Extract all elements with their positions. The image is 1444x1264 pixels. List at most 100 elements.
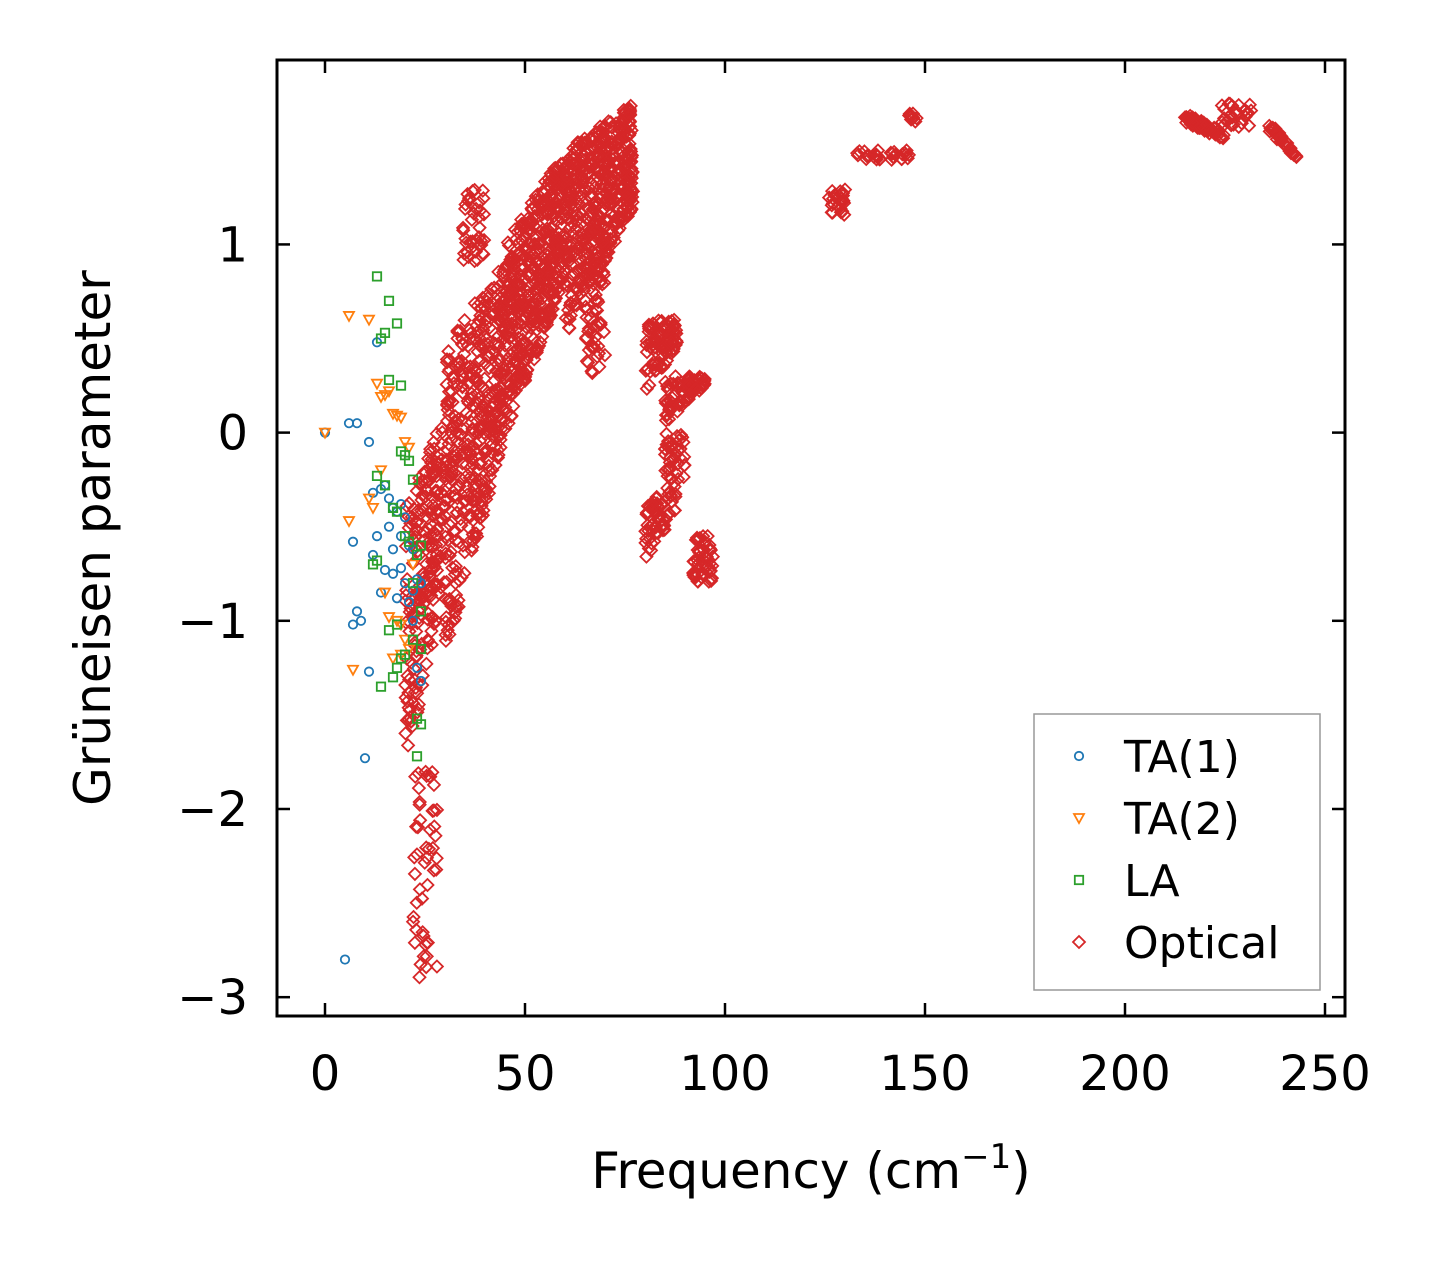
data-point-ta2 <box>362 493 376 506</box>
data-point-optical <box>619 205 634 221</box>
data-point-optical <box>690 552 705 568</box>
data-point-optical <box>448 575 463 591</box>
data-point-optical <box>415 487 430 503</box>
data-point-la <box>407 578 419 589</box>
data-point-la <box>383 625 395 636</box>
data-point-optical <box>530 266 545 282</box>
data-point-optical <box>446 449 461 464</box>
data-point-optical <box>490 450 506 465</box>
data-point-optical <box>478 481 494 496</box>
data-point-optical <box>568 142 584 158</box>
data-point-optical <box>596 221 612 236</box>
data-point-optical <box>472 220 487 235</box>
data-point-optical <box>1279 135 1295 151</box>
data-point-optical <box>478 444 493 460</box>
data-point-optical <box>499 284 515 299</box>
data-point-optical <box>535 290 551 306</box>
data-point-optical <box>579 302 594 317</box>
data-point-optical <box>426 616 442 632</box>
data-point-optical <box>604 225 620 240</box>
data-point-optical <box>676 458 692 473</box>
data-point-optical <box>541 302 557 317</box>
data-point-optical <box>577 131 592 146</box>
data-point-optical <box>478 473 494 489</box>
data-point-optical <box>1181 112 1196 127</box>
data-point-ta1 <box>383 521 395 532</box>
data-point-optical <box>593 315 608 331</box>
data-point-ta2 <box>318 427 332 440</box>
data-point-optical <box>398 726 413 741</box>
plot-area-marks <box>318 96 1304 985</box>
data-point-optical <box>541 230 557 246</box>
data-point-optical <box>442 627 457 642</box>
data-point-optical <box>561 211 577 227</box>
data-point-ta1 <box>363 666 375 677</box>
data-point-optical <box>658 395 674 411</box>
data-point-optical <box>909 110 924 126</box>
data-point-ta2 <box>374 465 388 478</box>
data-point-optical <box>696 566 712 582</box>
data-point-optical <box>427 819 442 834</box>
data-point-optical <box>670 471 686 487</box>
data-point-optical <box>412 586 427 601</box>
data-point-ta1 <box>347 536 359 547</box>
data-point-optical <box>644 495 659 511</box>
data-point-optical <box>540 286 555 301</box>
data-point-optical <box>439 479 455 494</box>
data-point-la <box>411 751 423 762</box>
data-point-optical <box>460 437 476 452</box>
data-point-optical <box>412 797 427 812</box>
data-point-optical <box>886 144 902 160</box>
data-point-optical <box>583 265 599 280</box>
data-point-ta2 <box>390 410 404 423</box>
data-point-optical <box>399 713 415 728</box>
y-tick-label: −3 <box>177 970 248 1026</box>
data-point-optical <box>516 273 531 289</box>
data-point-la <box>407 474 419 485</box>
data-point-la <box>395 380 407 391</box>
data-point-optical <box>1276 136 1291 152</box>
data-point-optical <box>703 542 719 558</box>
data-point-optical <box>510 224 525 240</box>
data-point-optical <box>598 142 613 158</box>
data-point-optical <box>425 490 441 506</box>
data-point-ta2 <box>386 653 400 666</box>
data-point-optical <box>574 167 589 183</box>
data-point-optical <box>612 181 627 196</box>
data-point-optical <box>424 539 439 554</box>
data-point-optical <box>467 182 482 198</box>
data-point-optical <box>658 463 673 478</box>
data-point-optical <box>587 329 603 345</box>
data-point-optical <box>661 506 676 521</box>
data-point-optical <box>1262 118 1277 134</box>
x-axis-label: Frequency (cm−1) <box>591 1137 1031 1200</box>
data-point-optical <box>403 601 418 616</box>
data-point-ta1 <box>391 593 403 604</box>
data-point-la <box>411 713 423 724</box>
x-tick-label: 200 <box>1079 1046 1171 1102</box>
data-point-la <box>391 506 403 517</box>
data-point-optical <box>701 552 717 568</box>
data-point-optical <box>518 319 534 335</box>
data-point-optical <box>1185 115 1200 131</box>
data-point-la <box>379 327 391 338</box>
data-point-optical <box>485 407 501 422</box>
data-point-optical <box>446 613 462 628</box>
data-point-optical <box>513 316 529 332</box>
data-point-optical <box>1288 148 1304 164</box>
data-point-optical <box>530 274 545 290</box>
data-point-optical <box>447 453 462 469</box>
data-point-optical <box>668 369 683 384</box>
data-point-ta1 <box>379 564 391 576</box>
x-tick-label: 0 <box>310 1046 341 1102</box>
data-point-optical <box>521 223 537 238</box>
data-point-optical <box>543 259 558 274</box>
data-point-optical <box>1230 105 1246 120</box>
data-point-optical <box>685 565 701 581</box>
data-point-optical <box>434 437 450 452</box>
data-point-optical <box>495 332 511 348</box>
data-point-optical <box>422 445 438 460</box>
data-point-optical <box>562 190 577 206</box>
data-point-ta2 <box>370 378 384 391</box>
data-point-optical <box>590 292 605 308</box>
